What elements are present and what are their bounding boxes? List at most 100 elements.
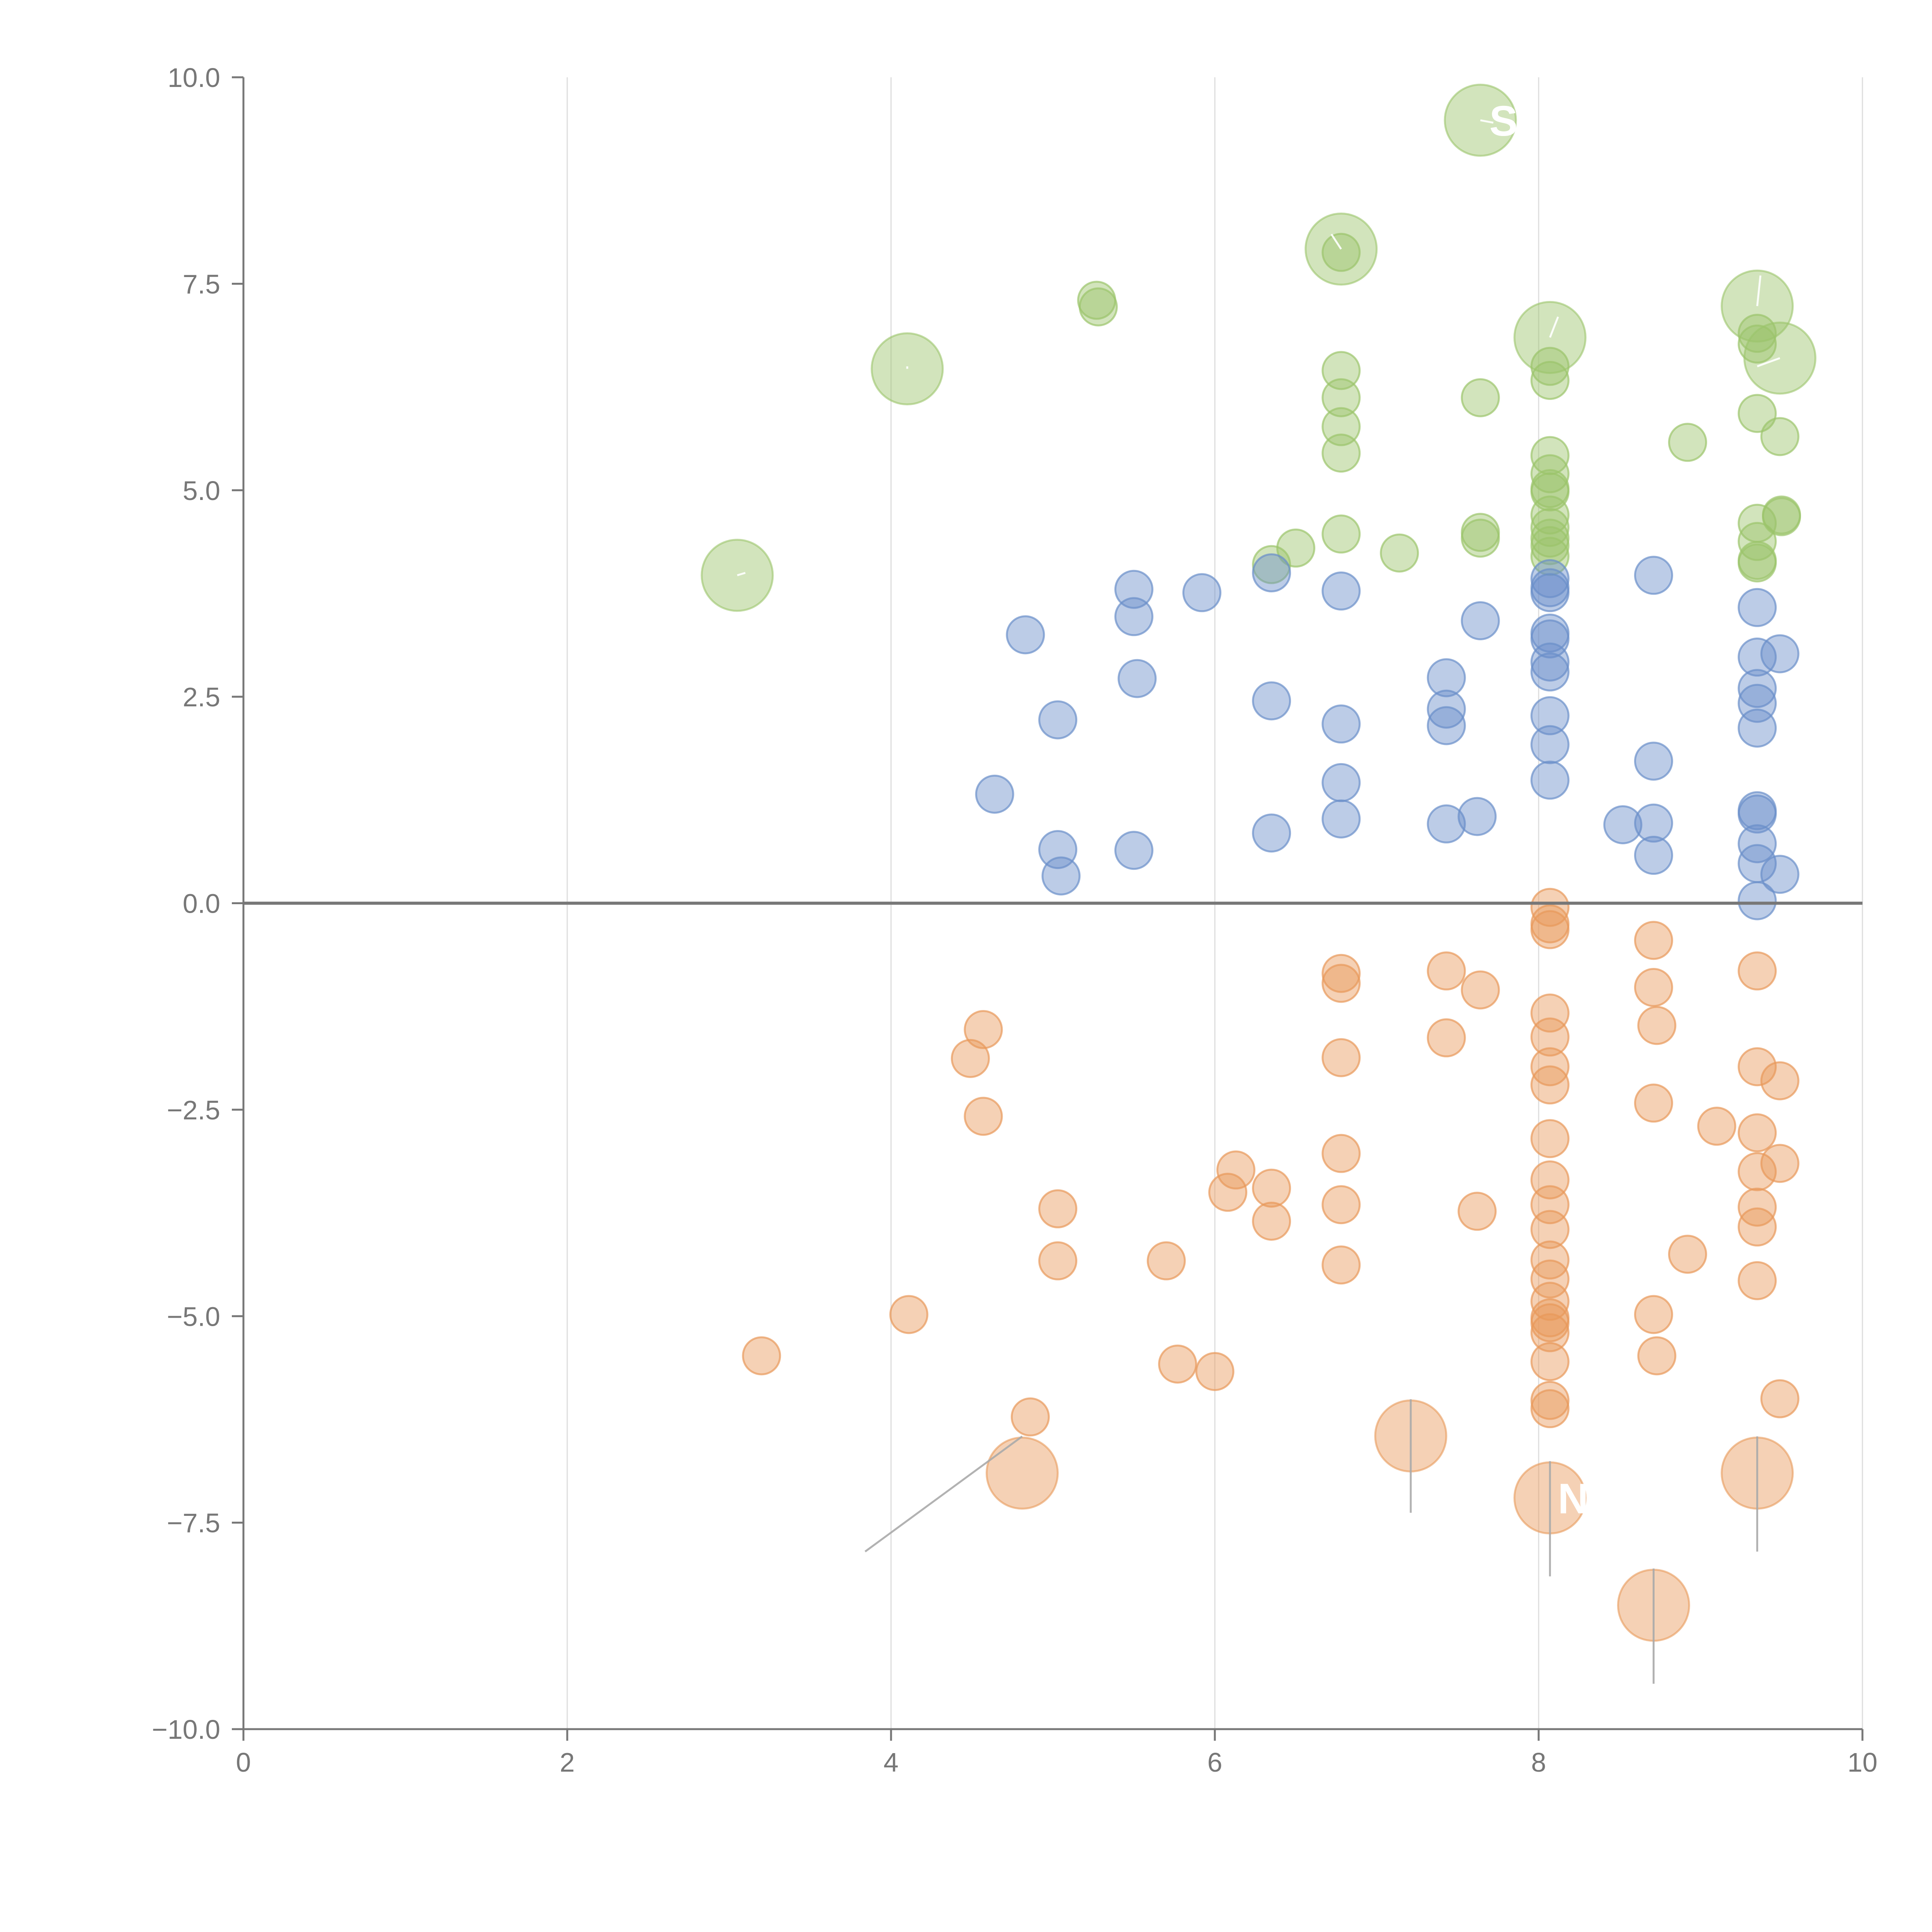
orange-point [889, 1295, 929, 1334]
green-point [1461, 519, 1500, 558]
green-point [1668, 423, 1707, 462]
green-point [1530, 347, 1570, 386]
orange-point [1208, 1173, 1248, 1212]
green-point [1321, 351, 1361, 390]
blue-point [1321, 571, 1361, 611]
orange-point [1427, 1018, 1466, 1058]
orange-point [1530, 1342, 1570, 1381]
orange-point [1738, 1152, 1777, 1191]
blue-point [1252, 681, 1291, 721]
orange-point [1738, 1207, 1777, 1247]
orange-point [1321, 1185, 1361, 1225]
blue-point [1252, 553, 1291, 592]
orange-point [1038, 1241, 1078, 1281]
orange-point [1321, 1038, 1361, 1077]
orange-point [1158, 1344, 1197, 1384]
blue-point [1738, 669, 1777, 708]
blue-point [1117, 659, 1157, 698]
orange-point [1427, 951, 1466, 991]
blue-point [1760, 855, 1799, 894]
annotation-label: N [1558, 1475, 1588, 1523]
orange-point [1738, 1113, 1777, 1153]
x-tick-label: 4 [884, 1747, 899, 1777]
blue-point [1427, 689, 1466, 729]
y-tick-label: 10.0 [168, 63, 220, 93]
orange-point [1146, 1241, 1186, 1281]
orange-point [1760, 1061, 1799, 1100]
orange-point [742, 1336, 781, 1376]
annotation-label: S [1489, 97, 1517, 145]
green-point [1530, 495, 1570, 535]
blue-point [1530, 573, 1570, 612]
orange-point [1530, 1065, 1570, 1105]
blue-point [1530, 725, 1570, 764]
orange-point [1634, 1083, 1673, 1123]
green-point [1762, 497, 1801, 536]
y-tick-label: 2.5 [183, 682, 220, 712]
green-point [1321, 378, 1361, 417]
orange-point [1530, 1313, 1570, 1352]
orange-point [1530, 910, 1570, 949]
blue-point [1530, 559, 1570, 598]
data-points [742, 233, 1801, 1437]
blue-point [1530, 642, 1570, 682]
green-point [1276, 528, 1315, 568]
blue-point [1114, 831, 1153, 870]
annotation-line [737, 572, 746, 577]
green-point [1738, 543, 1777, 583]
y-tick-label: 7.5 [183, 269, 220, 299]
blue-point [1530, 760, 1570, 800]
blue-point [1738, 588, 1777, 627]
orange-point [1668, 1235, 1707, 1274]
blue-point [1738, 824, 1777, 864]
orange-point [1738, 1047, 1777, 1087]
y-tick-label: −2.5 [167, 1095, 220, 1125]
orange-point [1321, 1245, 1361, 1285]
blue-point [1530, 696, 1570, 735]
orange-point [951, 1039, 990, 1078]
orange-point [1530, 1389, 1570, 1429]
blue-point [1182, 573, 1221, 612]
blue-point [1252, 813, 1291, 853]
blue-point [1738, 881, 1777, 920]
y-tick-label: −5.0 [167, 1301, 220, 1332]
orange-point [1321, 954, 1361, 993]
blue-point [1321, 704, 1361, 744]
blue-point [1038, 700, 1078, 740]
orange-point [1634, 1295, 1673, 1334]
orange-point [1530, 1210, 1570, 1249]
green-point [1321, 434, 1361, 473]
x-tick-label: 8 [1531, 1747, 1546, 1777]
orange-point [1216, 1150, 1255, 1190]
green-point [1321, 233, 1361, 272]
blue-point [1427, 706, 1466, 745]
annotation-line [1480, 119, 1494, 124]
x-tick-label: 2 [560, 1747, 575, 1777]
orange-point [1738, 1187, 1777, 1227]
orange-point [1530, 1119, 1570, 1158]
blue-point [1634, 803, 1673, 843]
orange-point [1530, 993, 1570, 1033]
orange-point [1195, 1352, 1235, 1391]
orange-point [1252, 1201, 1291, 1241]
orange-point [1760, 1379, 1799, 1418]
orange-point [1530, 1259, 1570, 1299]
orange-point [964, 1010, 1003, 1049]
orange-point [1530, 1017, 1570, 1057]
orange-highlight-point [985, 1436, 1059, 1510]
blue-point [1634, 742, 1673, 781]
blue-point [1634, 556, 1673, 595]
orange-point [1530, 888, 1570, 927]
orange-point [1530, 1303, 1570, 1342]
x-tick-label: 6 [1208, 1747, 1223, 1777]
blue-point [1760, 634, 1799, 673]
blue-point [1634, 836, 1673, 875]
blue-point [1530, 619, 1570, 658]
green-point [1321, 514, 1361, 554]
blue-point [1114, 597, 1153, 636]
orange-point [1321, 1134, 1361, 1173]
x-tick-label: 10 [1847, 1747, 1878, 1777]
orange-point [1738, 951, 1777, 991]
blue-point [1006, 615, 1045, 655]
